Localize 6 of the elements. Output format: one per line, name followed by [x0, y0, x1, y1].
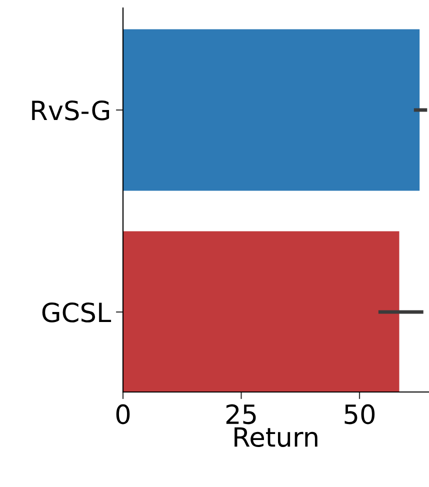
x-axis-title: Return [234, 427, 318, 447]
y-tick-label: RvS-G [32, 100, 110, 120]
x-tick-label: 25 [226, 404, 256, 424]
x-tick-label: 0 [116, 404, 130, 424]
y-tick-label: GCSL [42, 302, 112, 322]
x-tick-label: 50 [344, 404, 375, 424]
